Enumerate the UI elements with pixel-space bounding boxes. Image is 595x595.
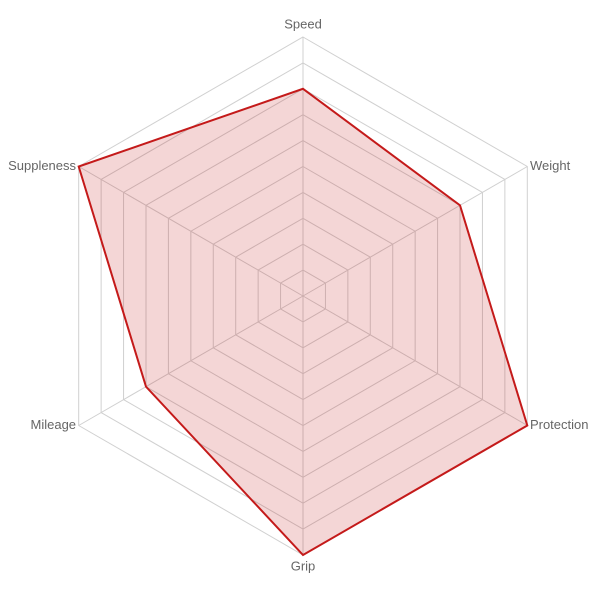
axis-label: Mileage (31, 417, 77, 432)
spoke (78, 166, 304, 297)
axis-label: Protection (530, 417, 589, 432)
spoke (302, 166, 528, 297)
axis-label: Suppleness (8, 158, 76, 173)
spoke (78, 295, 304, 426)
axis-label: Speed (284, 16, 322, 31)
axis-label: Weight (530, 158, 571, 173)
axis-label: Grip (291, 558, 316, 573)
data-area (77, 87, 529, 557)
spoke (302, 295, 528, 426)
